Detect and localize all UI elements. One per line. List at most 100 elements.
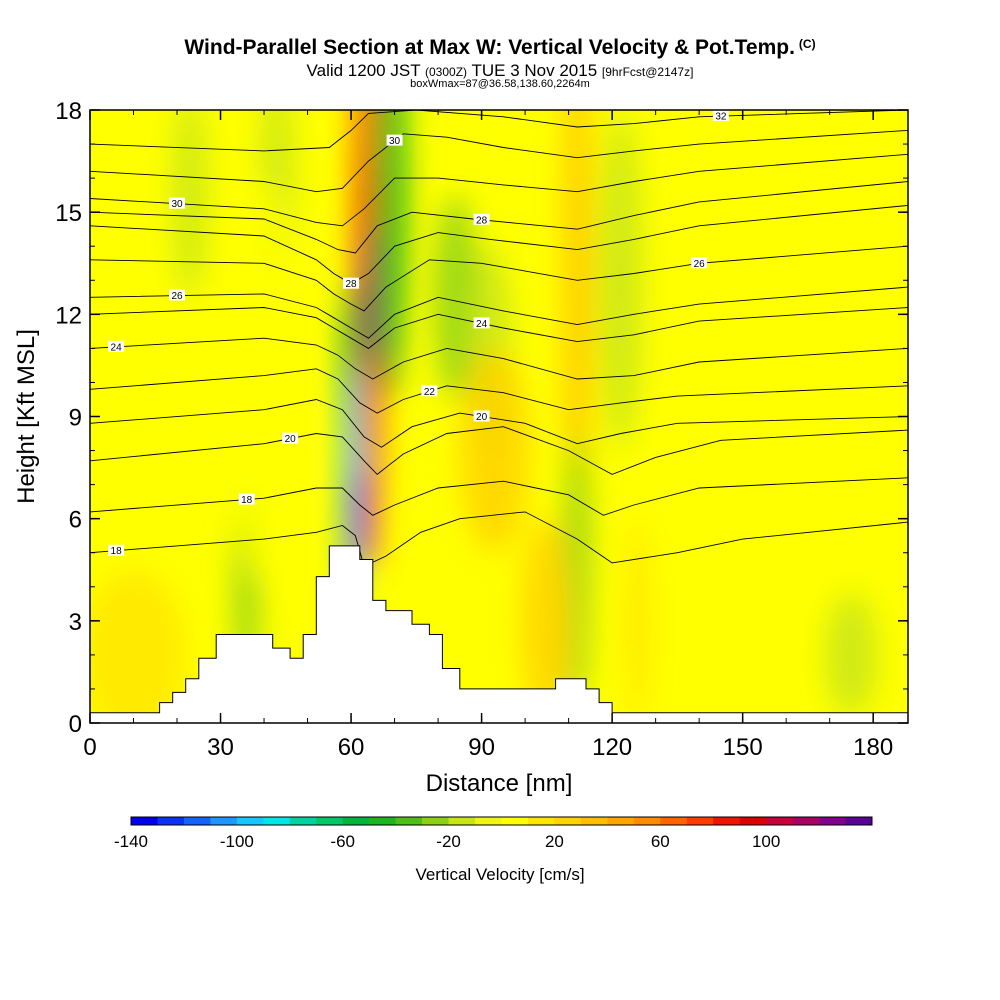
colorbar-swatch [554, 817, 582, 825]
colorbar-swatch [289, 817, 317, 825]
x-tick-label: 60 [338, 734, 365, 761]
y-axis-label: Height [Kft MSL] [13, 329, 40, 504]
colorbar-label: Vertical Velocity [cm/s] [415, 865, 584, 884]
y-tick-label: 6 [69, 507, 82, 534]
svg-text:28: 28 [476, 215, 488, 226]
colorbar-tick-label: 20 [545, 832, 564, 851]
x-tick-label: 0 [83, 734, 96, 761]
colorbar-swatch [739, 817, 767, 825]
colorbar-tick-label: -20 [436, 832, 461, 851]
valid-utc: (0300Z) [425, 65, 468, 79]
velocity-cell-13 [459, 348, 530, 553]
y-tick-label: 18 [55, 98, 82, 125]
svg-text:28: 28 [346, 279, 358, 290]
colorbar-swatch [792, 817, 820, 825]
colorbar-swatch [501, 817, 529, 825]
chart-title: Wind-Parallel Section at Max W: Vertical… [184, 36, 816, 59]
velocity-cell-20 [90, 569, 186, 723]
colorbar-swatch [395, 817, 423, 825]
isentrope-2 [90, 426, 908, 476]
svg-text:18: 18 [241, 495, 253, 506]
velocity-cell-22 [655, 110, 830, 655]
isentrope-label-8: 26 [691, 257, 708, 270]
colorbar-swatch [183, 817, 211, 825]
y-tick-label: 3 [69, 609, 82, 636]
svg-text:20: 20 [476, 412, 488, 423]
isentrope-11 [90, 153, 908, 227]
colorbar-swatch [766, 817, 794, 825]
svg-text:26: 26 [694, 259, 706, 270]
x-tick-label: 150 [723, 734, 763, 761]
isentrope-6 [90, 307, 908, 349]
colorbar-frame [130, 816, 873, 826]
velocity-cell-15 [599, 110, 643, 451]
x-tick-label: 90 [468, 734, 495, 761]
colorbar-swatch [131, 817, 158, 825]
isentrope-label-5: 24 [108, 340, 125, 353]
isentrope-label-11: 30 [169, 197, 186, 210]
velocity-cell-21 [229, 178, 299, 587]
colorbar-swatch [686, 817, 714, 825]
isentrope-label-4: 22 [421, 385, 438, 398]
isentrope-1 [90, 477, 908, 516]
isentrope-label-3: 20 [473, 410, 490, 423]
colorbar-tick-label: -140 [114, 832, 148, 851]
colorbar-swatch [316, 817, 344, 825]
colorbar-swatch [210, 817, 238, 825]
x-tick-label: 180 [853, 734, 893, 761]
chart-subtitle: Valid 1200 JST (0300Z) TUE 3 Nov 2015 [9… [306, 61, 694, 80]
svg-text:26: 26 [171, 291, 183, 302]
colorbar-swatch [580, 817, 608, 825]
colorbar-swatch [527, 817, 555, 825]
colorbar-swatch [342, 817, 370, 825]
colorbar-tick-label: 100 [752, 832, 780, 851]
velocity-cell-4 [372, 110, 408, 400]
x-tick-label: 120 [592, 734, 632, 761]
isentrope-5 [90, 337, 908, 380]
svg-text:22: 22 [424, 387, 436, 398]
colorbar-swatch [236, 817, 264, 825]
svg-text:18: 18 [111, 546, 123, 557]
isentrope-label-9: 28 [343, 277, 360, 290]
velocity-cell-9 [172, 110, 208, 298]
colorbar-swatch [263, 817, 291, 825]
isentrope-label-6: 24 [473, 317, 490, 330]
colorbar-tick-label: -100 [220, 832, 254, 851]
colorbar-swatch [475, 817, 502, 825]
velocity-cell-18 [825, 593, 878, 717]
isentrope-label-1: 18 [238, 493, 255, 506]
svg-text:20: 20 [285, 434, 297, 445]
colorbar-swatch [819, 817, 846, 825]
colorbar-swatch [448, 817, 476, 825]
svg-text:32: 32 [715, 112, 727, 123]
isentrope-label-2: 20 [282, 432, 299, 445]
isentrope-4 [90, 368, 908, 414]
y-tick-label: 15 [55, 200, 82, 227]
box-info: boxWmax=87@36.58,138.60,2264m [410, 78, 590, 90]
x-tick-label: 30 [207, 734, 234, 761]
velocity-cell-7 [351, 467, 365, 570]
copyright-mark: (C) [798, 37, 816, 51]
svg-text:30: 30 [389, 136, 401, 147]
colorbar-swatch [845, 817, 873, 825]
isentrope-10 [90, 181, 908, 254]
colorbar-swatch [157, 817, 185, 825]
isentrope-label-7: 26 [169, 289, 186, 302]
velocity-cell-19 [625, 518, 652, 723]
isentrope-9 [90, 204, 908, 285]
y-tick-label: 12 [55, 302, 82, 329]
y-tick-label: 9 [69, 405, 82, 432]
colorbar-swatch [369, 817, 397, 825]
colorbar-swatch [607, 817, 635, 825]
isentrope-3 [90, 399, 908, 448]
y-tick-label: 0 [69, 711, 82, 738]
velocity-cell-16 [520, 518, 573, 723]
terrain [90, 545, 908, 723]
isentrope-label-0: 18 [108, 544, 125, 557]
colorbar-tick-label: -60 [330, 832, 355, 851]
svg-text:24: 24 [111, 342, 123, 353]
isentrope-12 [90, 129, 908, 193]
isentrope-label-10: 28 [473, 213, 490, 226]
colorbar-swatch [660, 817, 688, 825]
